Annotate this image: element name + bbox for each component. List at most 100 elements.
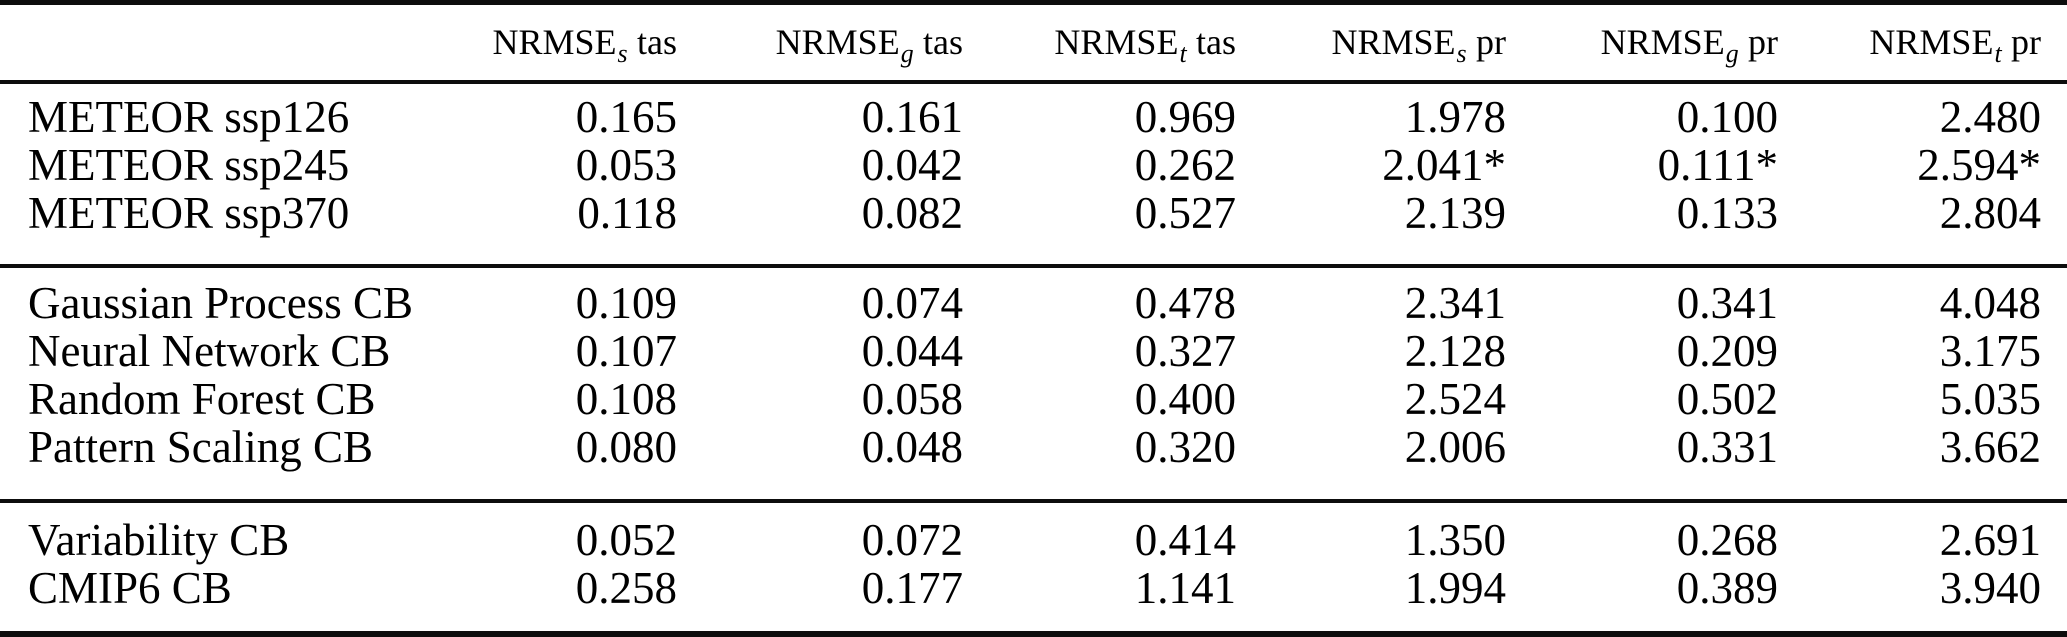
cell-value: 0.109 (575, 278, 677, 328)
variable-name: tas (923, 22, 963, 62)
row-label: Gaussian Process CB (28, 278, 413, 328)
climatebench-group: Gaussian Process CB 0.109 0.074 0.478 2.… (0, 266, 2067, 501)
variable-name: pr (1748, 22, 1778, 62)
column-header-nrmse-t-tas: NRMSEt tas (989, 3, 1262, 83)
metric-subscript: t (1179, 39, 1187, 69)
cell-value: 4.048 (1939, 278, 2041, 328)
cell-value: 0.209 (1676, 326, 1778, 376)
table-row-cmip6-cb: CMIP6 CB 0.258 0.177 1.141 1.994 0.389 3… (0, 564, 2067, 634)
cell-value: 0.080 (575, 422, 677, 472)
row-label: CMIP6 CB (28, 563, 232, 613)
metric-subscript: t (1994, 39, 2002, 69)
cell-value: 0.082 (861, 188, 963, 238)
metric-name: NRMSE (492, 22, 617, 62)
cell-value: 2.341 (1404, 278, 1506, 328)
table-row-gaussian-process-cb: Gaussian Process CB 0.109 0.074 0.478 2.… (0, 266, 2067, 327)
metric-name: NRMSE (1869, 22, 1994, 62)
cell-value: 0.341 (1676, 278, 1778, 328)
cell-value: 0.268 (1676, 515, 1778, 565)
cell-value: 2.594* (1917, 140, 2041, 190)
row-label: Random Forest CB (28, 374, 376, 424)
cell-value: 0.969 (1134, 92, 1236, 142)
cell-value: 0.320 (1134, 422, 1236, 472)
cell-value: 0.327 (1134, 326, 1236, 376)
metric-name: NRMSE (1331, 22, 1456, 62)
metric-name: NRMSE (1054, 22, 1179, 62)
table-row-random-forest-cb: Random Forest CB 0.108 0.058 0.400 2.524… (0, 375, 2067, 423)
baseline-group: Variability CB 0.052 0.072 0.414 1.350 0… (0, 501, 2067, 634)
column-header-nrmse-g-tas: NRMSEg tas (703, 3, 989, 83)
cell-value: 0.161 (861, 92, 963, 142)
row-label: METEOR ssp126 (28, 92, 350, 142)
cell-value: 0.262 (1134, 140, 1236, 190)
cell-value: 0.048 (861, 422, 963, 472)
variable-name: pr (2011, 22, 2041, 62)
cell-value: 0.118 (577, 188, 677, 238)
cell-value: 0.042 (861, 140, 963, 190)
cell-value: 0.052 (575, 515, 677, 565)
cell-value: 1.350 (1404, 515, 1506, 565)
cell-value: 1.994 (1404, 563, 1506, 613)
cell-value: 0.133 (1676, 188, 1778, 238)
metric-name: NRMSE (1600, 22, 1725, 62)
cell-value: 0.058 (861, 374, 963, 424)
cell-value: 5.035 (1939, 374, 2041, 424)
cell-value: 1.141 (1134, 563, 1236, 613)
table-row-variability-cb: Variability CB 0.052 0.072 0.414 1.350 0… (0, 501, 2067, 564)
row-label: METEOR ssp245 (28, 140, 350, 190)
cell-value: 0.074 (861, 278, 963, 328)
cell-value: 0.108 (575, 374, 677, 424)
row-label: Pattern Scaling CB (28, 422, 373, 472)
cell-value: 3.940 (1939, 563, 2041, 613)
cell-value: 2.480 (1939, 92, 2041, 142)
cell-value: 2.804 (1939, 188, 2041, 238)
cell-value: 0.107 (575, 326, 677, 376)
corner-cell (0, 3, 440, 83)
cell-value: 0.053 (575, 140, 677, 190)
table-header: NRMSEs tas NRMSEg tas NRMSEt tas NRMSEs pr N… (0, 3, 2067, 83)
cell-value: 0.478 (1134, 278, 1236, 328)
cell-value: 1.978 (1404, 92, 1506, 142)
cell-value: 0.389 (1676, 563, 1778, 613)
cell-value: 0.177 (861, 563, 963, 613)
cell-value: 3.175 (1939, 326, 2041, 376)
cell-value: 2.041* (1382, 140, 1506, 190)
column-header-nrmse-t-pr: NRMSEt pr (1804, 3, 2067, 83)
metric-subscript: g (900, 39, 914, 69)
cell-value: 0.111* (1657, 140, 1778, 190)
column-header-nrmse-s-pr: NRMSEs pr (1262, 3, 1532, 83)
metric-subscript: s (1456, 39, 1467, 69)
cell-value: 0.072 (861, 515, 963, 565)
table-row-meteor-ssp370: METEOR ssp370 0.118 0.082 0.527 2.139 0.… (0, 189, 2067, 266)
metric-subscript: s (617, 39, 628, 69)
row-label: METEOR ssp370 (28, 188, 350, 238)
table-row-meteor-ssp245: METEOR ssp245 0.053 0.042 0.262 2.041* 0… (0, 141, 2067, 189)
meteor-group: METEOR ssp126 0.165 0.161 0.969 1.978 0.… (0, 82, 2067, 266)
column-header-nrmse-g-pr: NRMSEg pr (1532, 3, 1804, 83)
header-row: NRMSEs tas NRMSEg tas NRMSEt tas NRMSEs pr N… (0, 3, 2067, 83)
metric-subscript: g (1725, 39, 1739, 69)
cell-value: 0.527 (1134, 188, 1236, 238)
row-label: Neural Network CB (28, 326, 391, 376)
cell-value: 0.400 (1134, 374, 1236, 424)
row-label: Variability CB (28, 515, 290, 565)
cell-value: 0.258 (575, 563, 677, 613)
cell-value: 2.006 (1404, 422, 1506, 472)
cell-value: 2.524 (1404, 374, 1506, 424)
cell-value: 0.165 (575, 92, 677, 142)
cell-value: 2.691 (1939, 515, 2041, 565)
variable-name: tas (1196, 22, 1236, 62)
cell-value: 3.662 (1939, 422, 2041, 472)
table-row-meteor-ssp126: METEOR ssp126 0.165 0.161 0.969 1.978 0.… (0, 82, 2067, 141)
variable-name: tas (637, 22, 677, 62)
cell-value: 0.502 (1676, 374, 1778, 424)
cell-value: 0.100 (1676, 92, 1778, 142)
cell-value: 0.331 (1676, 422, 1778, 472)
cell-value: 2.128 (1404, 326, 1506, 376)
variable-name: pr (1476, 22, 1506, 62)
cell-value: 0.044 (861, 326, 963, 376)
cell-value: 2.139 (1404, 188, 1506, 238)
cell-value: 0.414 (1134, 515, 1236, 565)
